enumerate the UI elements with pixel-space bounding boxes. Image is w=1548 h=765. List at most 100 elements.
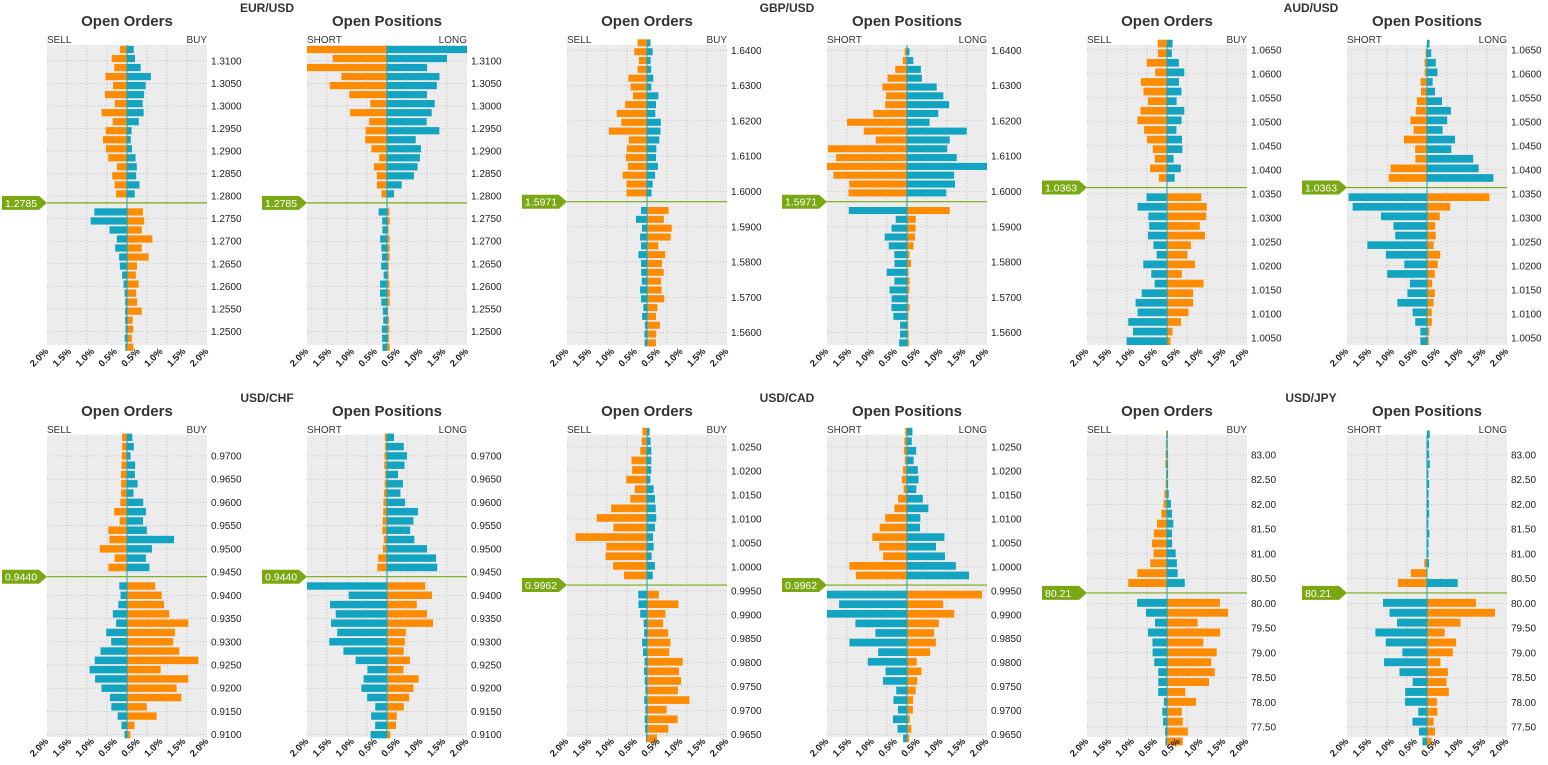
percent-tick-label: 1.0% (662, 346, 685, 369)
sentiment-bar (1141, 289, 1167, 297)
sentiment-bar (647, 286, 662, 294)
sentiment-bar (1140, 106, 1167, 115)
sentiment-bar (1384, 658, 1427, 667)
sentiment-bar (1167, 106, 1185, 115)
positions-title: Open Positions (852, 403, 962, 420)
sentiment-bar (127, 730, 131, 739)
sentiment-bar (387, 217, 390, 225)
sentiment-bar (899, 339, 907, 347)
sentiment-bar (632, 92, 647, 100)
sentiment-bar (836, 154, 907, 162)
orders-title: Open Orders (1121, 403, 1213, 420)
sentiment-bar (827, 145, 907, 153)
sentiment-bar (848, 207, 907, 215)
sentiment-bar (1137, 569, 1167, 578)
sentiment-bar (127, 582, 156, 590)
sentiment-bar (1167, 717, 1183, 726)
sentiment-bar (379, 154, 387, 162)
sentiment-bar (370, 100, 387, 108)
sentiment-bar (907, 734, 910, 743)
sentiment-bar (1415, 106, 1427, 115)
price-tick-label: 1.3000 (211, 101, 242, 112)
sentiment-bar (907, 145, 948, 153)
current-price-label: 1.5971 (525, 197, 557, 209)
sentiment-bar (631, 456, 647, 465)
sentiment-bar (1167, 519, 1174, 528)
sentiment-bar (1427, 145, 1452, 153)
sentiment-bar (907, 92, 944, 100)
price-tick-label: 1.3000 (471, 101, 502, 112)
sentiment-bar (1137, 116, 1167, 125)
price-tick-label: 1.0450 (1251, 141, 1282, 152)
sentiment-bar (647, 504, 656, 513)
sentiment-bar (638, 590, 647, 599)
sentiment-bar (833, 171, 907, 179)
sentiment-bar (638, 57, 647, 65)
price-tick-label: 0.9850 (731, 634, 762, 645)
price-tick-label: 1.0150 (731, 490, 762, 501)
short-label: SHORT (1347, 35, 1382, 46)
price-tick-label: 1.0100 (1511, 309, 1542, 320)
sentiment-bar (608, 127, 647, 135)
sentiment-bar (387, 235, 390, 243)
sentiment-bar (387, 271, 389, 279)
sentiment-bar (616, 109, 647, 117)
percent-tick-label: 0.5% (119, 346, 142, 369)
price-tick-label: 1.5600 (731, 328, 762, 339)
buy-label: BUY (706, 425, 727, 436)
sentiment-bar (121, 461, 127, 469)
sentiment-bar (387, 461, 405, 469)
sentiment-bar (335, 610, 387, 618)
sentiment-bar (894, 251, 907, 259)
sentiment-bar (125, 307, 127, 315)
sentiment-bar (114, 100, 127, 108)
price-tick-label: 1.2950 (211, 124, 242, 135)
percent-tick-label: 0.5% (357, 736, 380, 759)
sentiment-bar (114, 181, 127, 189)
percent-tick-label: 2.0% (28, 736, 51, 759)
price-tick-label: 1.6000 (731, 187, 762, 198)
sentiment-bar (367, 693, 387, 702)
sentiment-bar (893, 312, 907, 320)
sentiment-bar (1167, 174, 1175, 182)
price-tick-label: 1.0600 (1511, 69, 1542, 80)
price-tick-label: 0.9800 (991, 658, 1022, 669)
sentiment-bar (647, 145, 657, 153)
sentiment-bar (385, 470, 387, 479)
sentiment-bar (647, 92, 659, 100)
sentiment-bar (387, 693, 410, 702)
percent-tick-label: 0.5% (617, 736, 640, 759)
sentiment-bar (127, 226, 142, 234)
price-tick-label: 1.0200 (991, 466, 1022, 477)
sentiment-bar (1427, 154, 1474, 163)
current-price-label: 0.9440 (265, 572, 297, 584)
price-tick-label: 79.50 (1251, 624, 1276, 635)
sentiment-bar (626, 189, 647, 197)
sentiment-bar (907, 180, 956, 188)
sentiment-bar (382, 226, 387, 234)
sentiment-bar (647, 638, 671, 647)
sentiment-bar (387, 118, 427, 126)
sentiment-bar (387, 72, 440, 81)
sentiment-bar (1146, 608, 1167, 617)
percent-tick-label: 0.5% (1137, 736, 1160, 759)
sentiment-bar (380, 235, 387, 243)
sentiment-bar (127, 298, 138, 306)
sentiment-bar (645, 725, 647, 733)
sentiment-bar (127, 163, 137, 171)
percent-tick-label: 1.0% (1442, 346, 1465, 369)
sentiment-bar (634, 485, 647, 494)
sentiment-bar (375, 721, 387, 730)
sentiment-bar (125, 316, 127, 324)
sentiment-bar (380, 280, 387, 288)
sentiment-bar (381, 298, 387, 306)
sell-label: SELL (1087, 425, 1112, 436)
price-tick-label: 1.5600 (991, 328, 1022, 339)
sentiment-bar (127, 325, 134, 333)
price-tick-label: 78.50 (1511, 673, 1536, 684)
sentiment-bar (127, 127, 132, 135)
sell-label: SELL (47, 425, 72, 436)
sentiment-bar (1167, 308, 1189, 317)
sentiment-bar (350, 109, 387, 117)
sentiment-bar (647, 162, 658, 170)
